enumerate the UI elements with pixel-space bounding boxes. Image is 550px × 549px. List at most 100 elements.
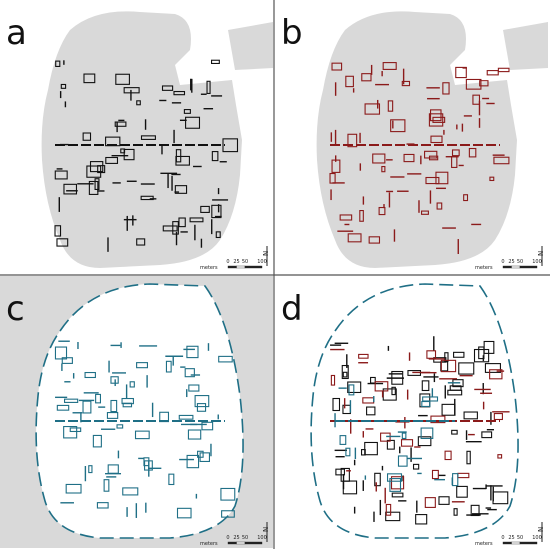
structure [83,73,96,84]
structure [120,148,126,154]
structure [347,133,358,148]
structure [451,429,458,435]
structure [54,170,68,180]
structure [175,155,190,166]
structure [358,353,369,359]
structure [123,148,135,161]
structure [122,402,133,408]
structure [168,473,175,486]
scale-tick-label: 0 [501,535,504,541]
structure [425,176,440,185]
structure [63,425,78,439]
panel-label: d [281,289,303,329]
map-panel: d meters 0 25 50 100 N [281,283,545,547]
structure [372,153,386,164]
structure [140,135,156,140]
scale-segment [502,265,512,269]
scale-unit: meters [200,265,218,271]
north-label: N [262,251,270,256]
structure [493,156,510,165]
structure [103,479,110,492]
structure [176,507,192,519]
structure [342,371,348,378]
structure [215,231,221,239]
structure [463,194,469,202]
scale-tick-label: 25 [233,259,239,265]
structure [368,236,381,244]
structure [335,468,345,476]
structure [136,362,149,369]
structure [468,147,477,158]
survey-area [228,22,273,70]
panel-label: b [281,13,303,53]
structure [106,412,119,419]
structure [463,411,478,420]
structure [381,165,386,173]
structure [360,449,366,456]
structure [397,455,408,467]
structure [391,492,404,498]
scale-segment [519,541,538,545]
structure [82,400,92,414]
structure [197,450,204,458]
structure [347,233,362,243]
structure [386,439,395,450]
structure [331,159,341,173]
structure [201,421,214,431]
structure [342,480,358,495]
map-panel: b meters 0 25 50 100 N [281,11,548,271]
structure [364,103,381,115]
structure [391,386,396,396]
scale-tick-label: 100 [257,259,267,265]
structure [390,119,406,133]
structure [64,398,79,403]
structure [431,469,439,480]
structure [63,183,78,195]
structure [412,463,420,470]
structure [61,357,73,364]
structure [361,73,372,82]
structure [374,381,389,392]
structure [94,178,100,191]
scale-tick-label: 50 [517,535,523,541]
structure [366,406,376,416]
structure [484,363,501,373]
structure [211,204,222,219]
structure [178,414,194,420]
structure [385,511,401,522]
structure [54,225,62,237]
panel-label: a [6,13,27,53]
structure [115,73,130,85]
scale-tick-label: 50 [517,259,523,265]
structure [451,149,460,157]
structure [136,100,141,106]
structure [174,185,188,194]
panel-label: c [6,289,25,329]
scale-segment [511,265,521,269]
structure [428,113,444,127]
structure [339,435,347,445]
structure [493,413,503,421]
structure [432,116,446,123]
structure [185,116,201,129]
scale-segment [519,265,538,269]
structure [110,399,118,413]
structure [481,431,493,439]
structure [385,503,392,516]
scale-segment [227,541,237,545]
structure [486,70,499,76]
scale-unit: meters [200,541,218,547]
structure [452,473,459,487]
structure [188,384,200,392]
scale-segment [244,541,263,545]
map-panel: a meters 0 25 50 100 N [6,11,273,271]
structure [359,210,364,222]
scale-segment [236,541,246,545]
structure [417,436,432,447]
structure [422,396,439,402]
structure [161,85,174,91]
structure [444,352,449,362]
structure [330,374,336,386]
structure [428,155,439,161]
